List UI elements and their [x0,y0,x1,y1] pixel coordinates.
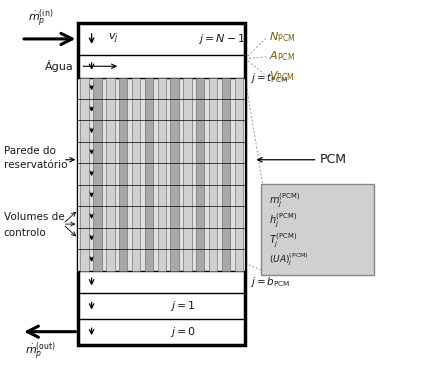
Text: $\dot{m}_p^{\rm (in)}$: $\dot{m}_p^{\rm (in)}$ [28,8,53,30]
Bar [119,78,127,270]
Text: $v_j$: $v_j$ [108,32,119,46]
Bar [106,78,114,270]
Text: Parede do: Parede do [4,146,55,156]
Text: controlo: controlo [4,228,46,238]
Bar [196,78,204,270]
Text: Água: Água [45,60,74,72]
Bar [78,23,245,344]
Text: $N_{\rm PCM}$: $N_{\rm PCM}$ [269,30,296,44]
Text: $h_j^{\rm (PCM)}$: $h_j^{\rm (PCM)}$ [269,212,298,230]
Bar [145,78,153,270]
Text: PCM: PCM [320,153,347,166]
Text: $(UA)_j^{\rm (PCM)}$: $(UA)_j^{\rm (PCM)}$ [269,251,309,268]
Bar [78,78,245,270]
Text: $j = 0$: $j = 0$ [170,325,196,339]
Text: $j = N-1$: $j = N-1$ [198,32,246,46]
Bar [132,78,140,270]
Text: $T_j^{\rm (PCM)}$: $T_j^{\rm (PCM)}$ [269,231,297,250]
Text: $V_{\rm PCM}$: $V_{\rm PCM}$ [269,69,295,83]
Text: $m_j^{\rm (PCM)}$: $m_j^{\rm (PCM)}$ [269,192,301,210]
Text: $j = 1$: $j = 1$ [170,299,196,313]
Text: reservatório: reservatório [4,160,67,170]
FancyBboxPatch shape [261,184,374,275]
Text: $\dot{m}_p^{\rm (out)}$: $\dot{m}_p^{\rm (out)}$ [25,341,57,363]
Bar [93,78,102,270]
Bar [183,78,191,270]
Bar [209,78,217,270]
Text: Volumes de: Volumes de [4,212,64,222]
Bar [170,78,179,270]
Bar [157,78,166,270]
Bar [80,78,89,270]
Text: $A_{\rm PCM}$: $A_{\rm PCM}$ [269,50,296,63]
Bar [222,78,230,270]
Text: $j = b_{\rm PCM}$: $j = b_{\rm PCM}$ [250,275,290,289]
Bar [235,78,243,270]
Text: $j = t_{\rm PCM}$: $j = t_{\rm PCM}$ [250,71,287,85]
